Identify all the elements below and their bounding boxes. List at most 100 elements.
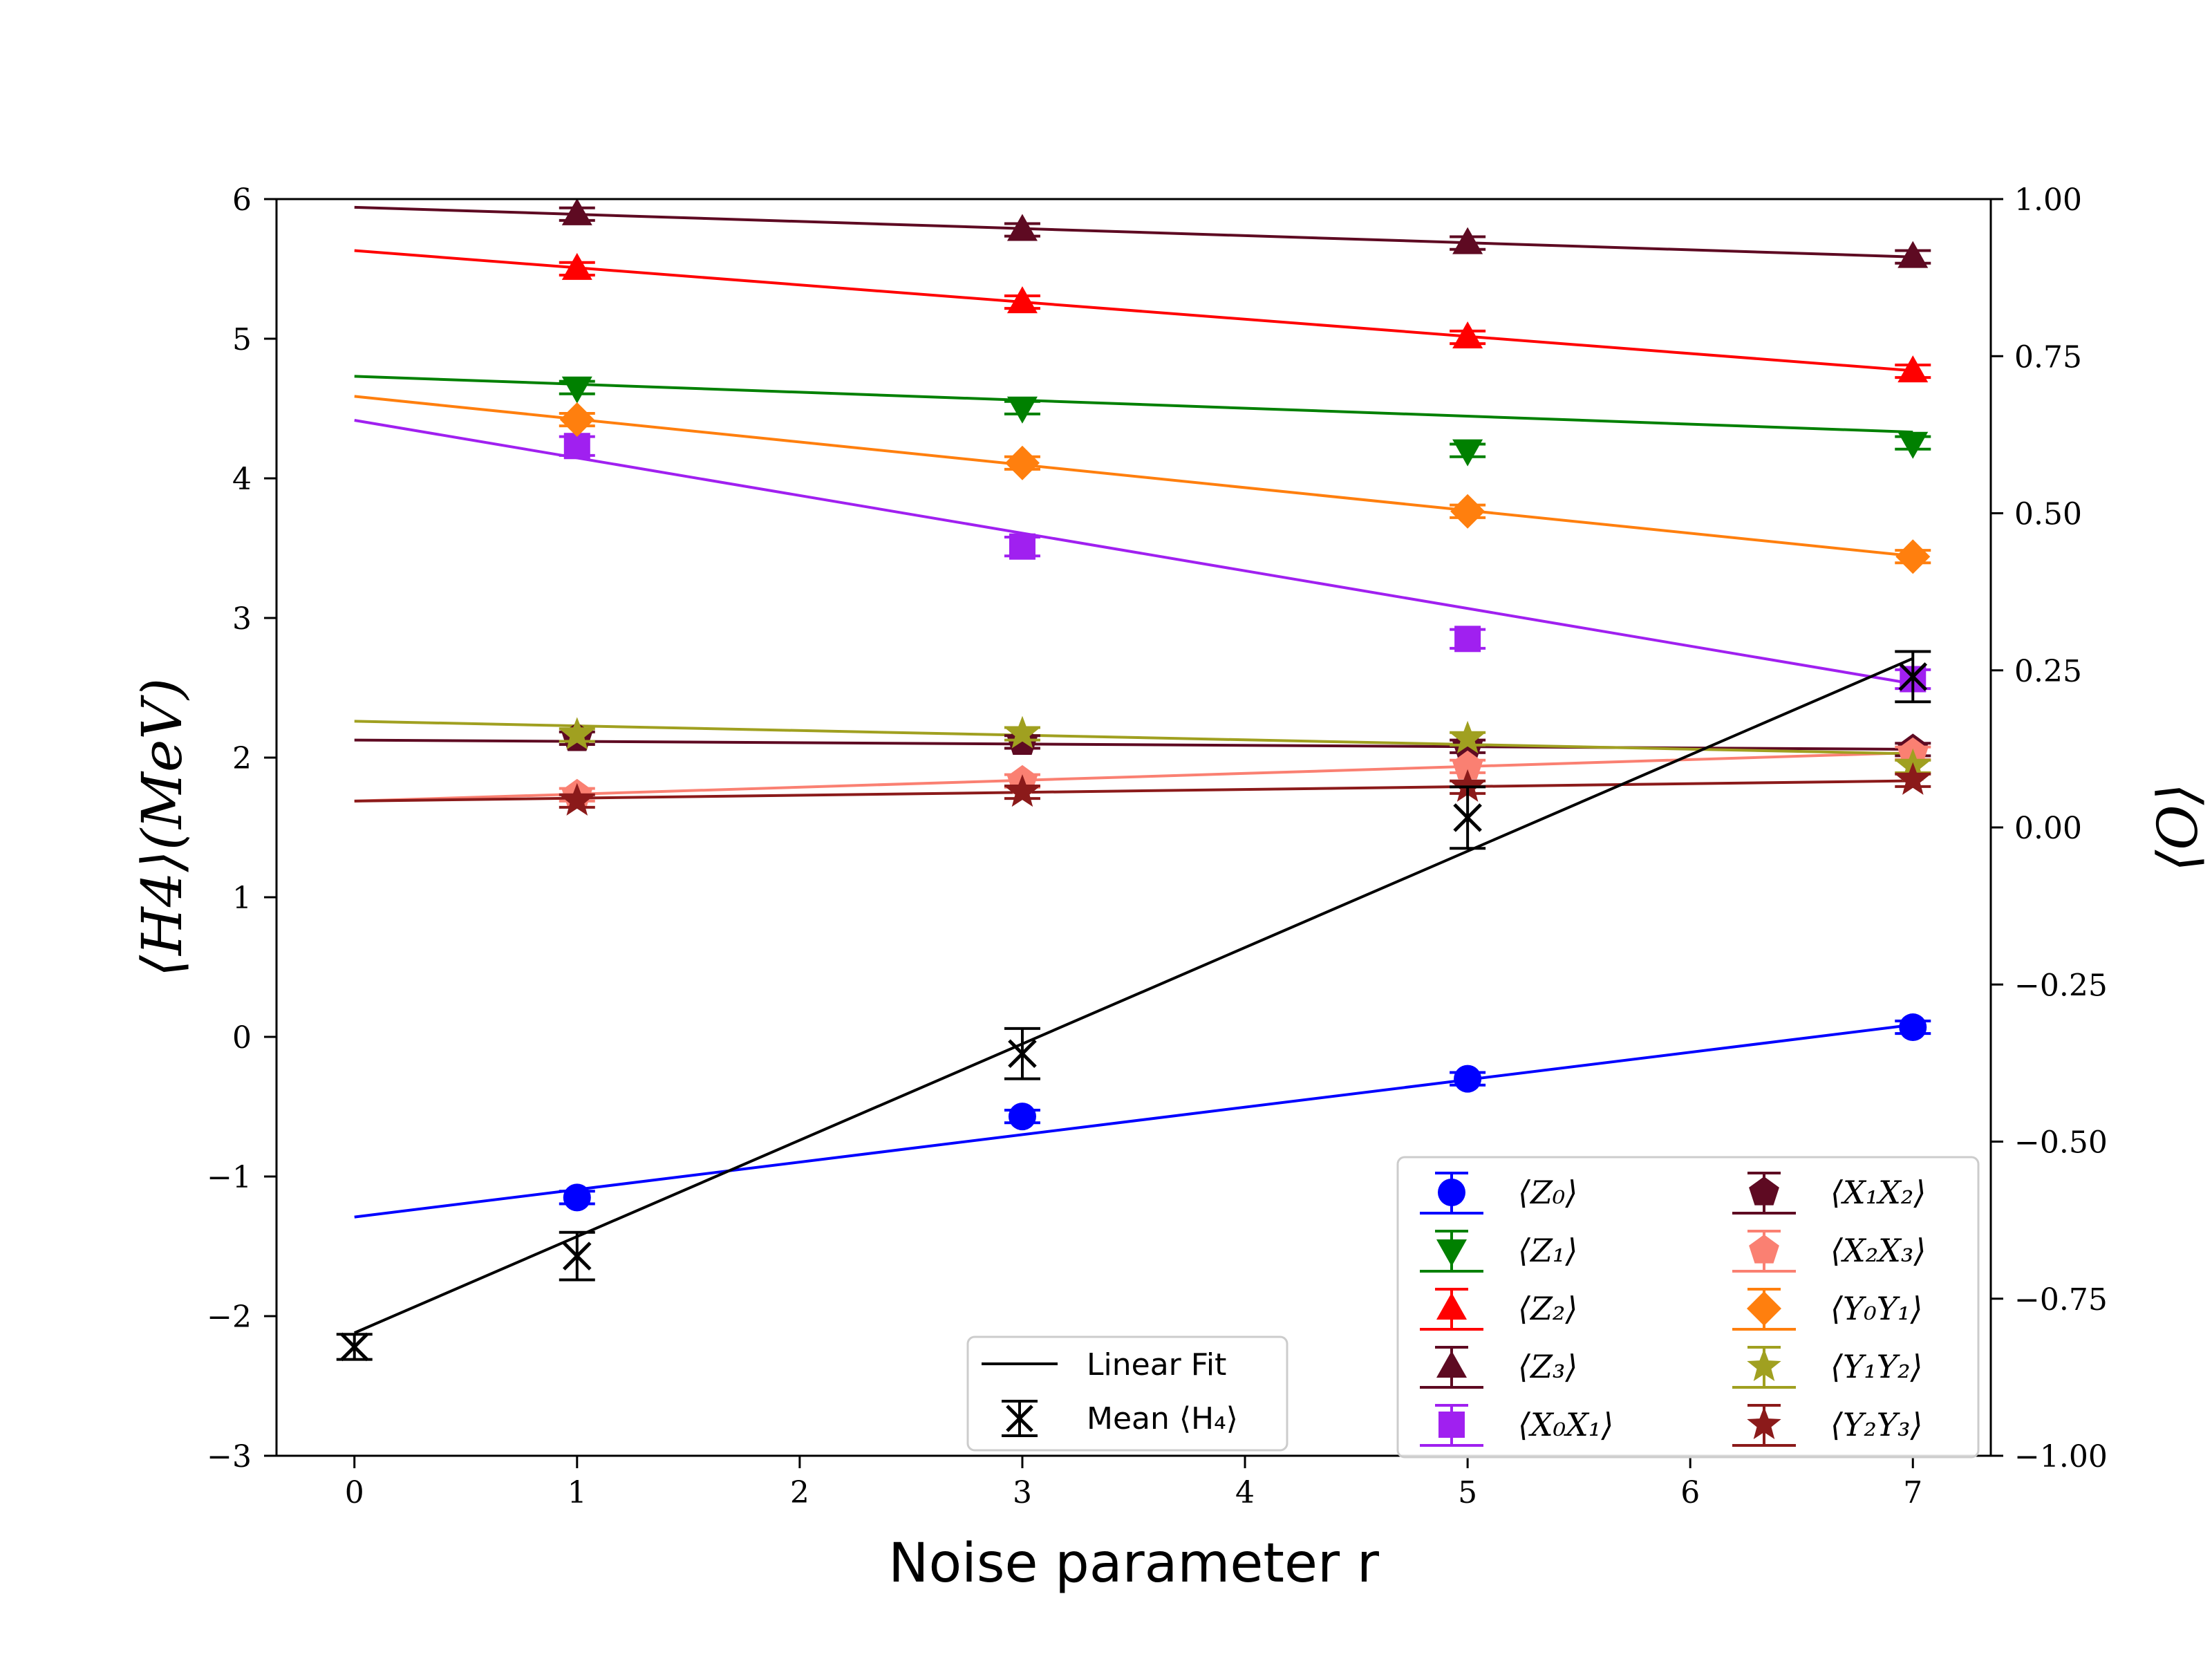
point-9-0 (560, 782, 594, 816)
legend-marker-5 (1749, 1177, 1779, 1206)
point-2-2 (1452, 321, 1483, 348)
point-0-3 (1899, 1013, 1927, 1042)
legend-mean-marker (1006, 1405, 1033, 1432)
point-4-1 (1009, 533, 1035, 560)
fit-line-mean (353, 657, 1914, 1335)
fit-line-9 (354, 779, 1913, 803)
x-tick-label-6: 6 (1680, 1475, 1700, 1510)
x-tick-label-7: 7 (1903, 1475, 1922, 1510)
point-3-2 (1452, 227, 1483, 254)
legend-marker-2 (1436, 1293, 1467, 1320)
mean-point-1 (563, 1241, 592, 1271)
fit-line-1 (354, 375, 1913, 434)
point-1-3 (1897, 431, 1929, 459)
point-1-0 (561, 376, 592, 404)
y-axis-label-left: ⟨H4⟩(MeV) (130, 678, 194, 977)
legend-label-0: ⟨Z₀⟩ (1518, 1174, 1577, 1211)
legend-mean-label: Mean ⟨H₄⟩ (1087, 1401, 1238, 1436)
y-right-tick-label-1: −0.75 (2014, 1282, 2108, 1318)
y-left-tick-label-9: 6 (232, 182, 252, 218)
x-tick-label-2: 2 (790, 1475, 809, 1510)
y-left-tick-label-7: 4 (232, 462, 252, 497)
fit-line-0 (354, 1023, 1913, 1219)
fit-line-4 (354, 418, 1913, 686)
point-7-0 (559, 402, 594, 438)
legend-marker-3 (1436, 1351, 1467, 1378)
legend-entry-6: ⟨X₂X₃⟩ (1732, 1230, 1926, 1273)
legend-label-8: ⟨Y₁Y₂⟩ (1830, 1348, 1923, 1385)
y-right-tick-label-4: 0.00 (2014, 811, 2082, 846)
legend-label-6: ⟨X₂X₃⟩ (1830, 1232, 1926, 1269)
point-2-0 (561, 252, 592, 280)
point-3-0 (561, 198, 592, 225)
legend-entry-7: ⟨Y₀Y₁⟩ (1732, 1288, 1923, 1331)
point-3-1 (1006, 214, 1038, 241)
legend-marker-0 (1438, 1179, 1465, 1206)
point-8-0 (560, 717, 594, 750)
legend-fit: Linear Fit Mean ⟨H₄⟩ (966, 1335, 1288, 1452)
legend-entry-5: ⟨X₁X₂⟩ (1732, 1172, 1926, 1215)
y-right-tick-label-0: −1.00 (2014, 1439, 2108, 1474)
fit-line-2 (354, 249, 1913, 373)
legend-marker-4 (1438, 1412, 1465, 1438)
legend-entry-4: ⟨X₀X₁⟩ (1420, 1404, 1613, 1447)
point-2-3 (1897, 355, 1929, 383)
x-tick-label-5: 5 (1458, 1475, 1477, 1510)
legend-marker-8 (1747, 1349, 1781, 1381)
point-4-0 (563, 433, 590, 460)
y-axis-label-right: ⟨O⟩ (2146, 783, 2210, 872)
point-4-2 (1454, 626, 1481, 653)
legend-marker-9 (1747, 1407, 1781, 1439)
y-left-tick-label-5: 2 (232, 741, 252, 776)
legend-fit-label: Linear Fit (1087, 1347, 1226, 1382)
y-right-tick-label-5: 0.25 (2014, 654, 2082, 689)
legend-entry-0: ⟨Z₀⟩ (1420, 1172, 1577, 1215)
y-right-tick-label-3: −0.25 (2014, 968, 2108, 1003)
legend-entry-1: ⟨Z₁⟩ (1420, 1230, 1577, 1273)
point-0-1 (1008, 1103, 1036, 1131)
y-left-tick-label-8: 5 (232, 322, 252, 357)
legend-series: ⟨Z₀⟩ ⟨Z₁⟩ ⟨Z₂⟩ ⟨Z₃⟩ ⟨X₀X₁⟩ ⟨X₁X₂⟩ ⟨X₂X₃⟩ ⟨Y₀Y₁⟩… (1396, 1156, 1980, 1459)
y-left-tick-label-1: −2 (207, 1300, 252, 1335)
point-7-3 (1895, 539, 1931, 574)
point-0-2 (1454, 1065, 1482, 1093)
fit-line-6 (354, 751, 1913, 803)
point-0-0 (563, 1183, 591, 1212)
point-2-1 (1006, 286, 1038, 314)
legend-label-4: ⟨X₀X₁⟩ (1518, 1406, 1613, 1443)
mean-point-0 (339, 1332, 369, 1362)
x-tick-label-1: 1 (568, 1475, 587, 1510)
y-left-tick-label-6: 3 (232, 601, 252, 637)
legend-marker-7 (1747, 1291, 1781, 1326)
mean-point-2 (1008, 1039, 1037, 1069)
x-axis-label: Noise parameter r (888, 1533, 1380, 1595)
legend-entry-2: ⟨Z₂⟩ (1420, 1288, 1577, 1331)
legend-label-3: ⟨Z₃⟩ (1518, 1348, 1577, 1385)
legend-entry-9: ⟨Y₂Y₃⟩ (1732, 1404, 1923, 1447)
y-left-tick-label-4: 1 (232, 881, 252, 916)
mean-point-3 (1453, 803, 1482, 832)
mean-point-4 (1898, 662, 1928, 691)
x-tick-label-0: 0 (345, 1475, 364, 1510)
y-right-tick-label-2: −0.50 (2014, 1125, 2108, 1161)
legend-label-5: ⟨X₁X₂⟩ (1830, 1174, 1926, 1211)
legend-label-1: ⟨Z₁⟩ (1518, 1232, 1577, 1269)
y-left-tick-label-2: −1 (207, 1160, 252, 1195)
x-tick-label-3: 3 (1013, 1475, 1032, 1510)
legend-marker-6 (1749, 1235, 1779, 1264)
y-right-tick-label-7: 0.75 (2014, 339, 2082, 375)
y-left-tick-label-3: 0 (232, 1020, 252, 1056)
point-8-1 (1005, 715, 1040, 749)
point-9-1 (1005, 774, 1040, 807)
x-tick-label-4: 4 (1235, 1475, 1255, 1510)
fit-line-3 (354, 205, 1913, 259)
point-1-2 (1452, 439, 1483, 467)
point-3-3 (1897, 241, 1929, 268)
legend-label-7: ⟨Y₀Y₁⟩ (1830, 1290, 1923, 1327)
y-right-tick-label-6: 0.50 (2014, 497, 2082, 532)
legend-label-2: ⟨Z₂⟩ (1518, 1290, 1577, 1327)
point-7-1 (1004, 445, 1040, 480)
point-1-1 (1006, 396, 1038, 424)
legend-entry-8: ⟨Y₁Y₂⟩ (1732, 1346, 1923, 1389)
